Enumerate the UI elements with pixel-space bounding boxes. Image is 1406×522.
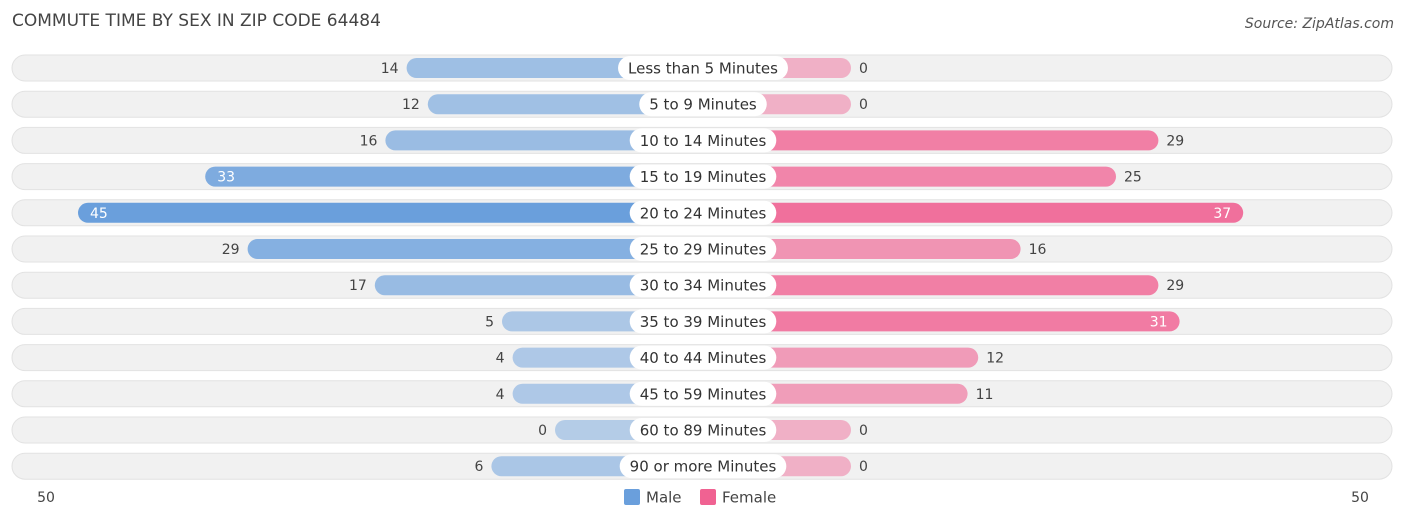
value-label: 33 <box>217 170 235 186</box>
source: Source: ZipAtlas.com <box>1245 16 1394 32</box>
category-pill <box>629 418 777 442</box>
value-label: 25 <box>1124 170 1142 186</box>
category-text: 15 to 19 Minutes <box>640 168 767 186</box>
category-label: 90 or more Minutes <box>619 454 787 479</box>
value-label: 12 <box>402 97 420 113</box>
category-text: 35 to 39 Minutes <box>640 313 767 331</box>
bar <box>703 166 1116 187</box>
category-text: 25 to 29 Minutes <box>640 241 767 259</box>
category-label: 35 to 39 Minutes <box>629 309 777 334</box>
value-label: 29 <box>1166 278 1184 294</box>
category-label: 10 to 14 Minutes <box>629 128 777 153</box>
category-label: 60 to 89 Minutes <box>629 418 777 442</box>
category-text: 45 to 59 Minutes <box>640 385 767 403</box>
value-label: 0 <box>538 423 547 439</box>
x-tick-label: 50 <box>1351 490 1369 506</box>
legend-swatch <box>624 489 640 505</box>
category-pill <box>629 345 777 370</box>
bar <box>205 166 703 187</box>
category-pill <box>629 381 777 406</box>
bar <box>385 130 703 151</box>
value-label: 29 <box>1166 133 1184 149</box>
value-label: 14 <box>381 61 399 77</box>
category-pill <box>629 273 777 298</box>
value-label: 4 <box>496 387 505 403</box>
category-label: 5 to 9 Minutes <box>639 92 767 117</box>
bar <box>703 239 1021 259</box>
category-text: 60 to 89 Minutes <box>640 422 767 440</box>
bar <box>374 275 703 296</box>
category-text: 30 to 34 Minutes <box>640 277 767 295</box>
category-pill <box>629 128 777 153</box>
category-pill <box>629 309 777 334</box>
bar <box>78 202 703 223</box>
value-label: 5 <box>485 314 494 330</box>
value-label: 17 <box>349 278 367 294</box>
value-label: 0 <box>859 97 868 113</box>
value-label: 4 <box>496 351 505 367</box>
category-label: 25 to 29 Minutes <box>629 237 777 261</box>
bar <box>703 202 1244 223</box>
value-label: 16 <box>1029 242 1047 258</box>
bar <box>247 239 703 259</box>
category-label: 30 to 34 Minutes <box>629 273 777 298</box>
category-label: 15 to 19 Minutes <box>629 164 777 189</box>
category-label: 20 to 24 Minutes <box>629 200 777 225</box>
category-pill <box>639 92 767 117</box>
value-label: 45 <box>90 206 108 222</box>
x-tick-label: 50 <box>37 490 55 506</box>
bar <box>703 130 1159 151</box>
value-label: 0 <box>859 459 868 475</box>
category-text: 20 to 24 Minutes <box>640 204 767 222</box>
category-pill <box>629 164 777 189</box>
category-text: 40 to 44 Minutes <box>640 349 767 367</box>
value-label: 16 <box>360 133 378 149</box>
category-text: 5 to 9 Minutes <box>649 96 757 114</box>
category-pill <box>619 454 787 479</box>
category-label: 45 to 59 Minutes <box>629 381 777 406</box>
category-label: Less than 5 Minutes <box>618 56 788 80</box>
bar <box>427 94 703 115</box>
value-label: 29 <box>222 242 240 258</box>
value-label: 12 <box>986 351 1004 367</box>
legend-swatch <box>700 489 716 505</box>
category-text: Less than 5 Minutes <box>628 60 778 78</box>
category-label: 40 to 44 Minutes <box>629 345 777 370</box>
chart-title: COMMUTE TIME BY SEX IN ZIP CODE 64484 <box>12 11 381 31</box>
bar <box>703 311 1180 332</box>
value-label: 11 <box>976 387 994 403</box>
bar <box>703 275 1159 296</box>
value-label: 0 <box>859 61 868 77</box>
category-pill <box>618 56 788 80</box>
category-pill <box>629 200 777 225</box>
value-label: 37 <box>1213 206 1231 222</box>
category-text: 90 or more Minutes <box>630 458 777 476</box>
category-text: 10 to 14 Minutes <box>640 132 767 150</box>
legend-label: Female <box>722 489 776 507</box>
value-label: 6 <box>474 459 483 475</box>
value-label: 31 <box>1150 314 1168 330</box>
legend-label: Male <box>646 489 682 507</box>
value-label: 0 <box>859 423 868 439</box>
category-pill <box>629 237 777 261</box>
